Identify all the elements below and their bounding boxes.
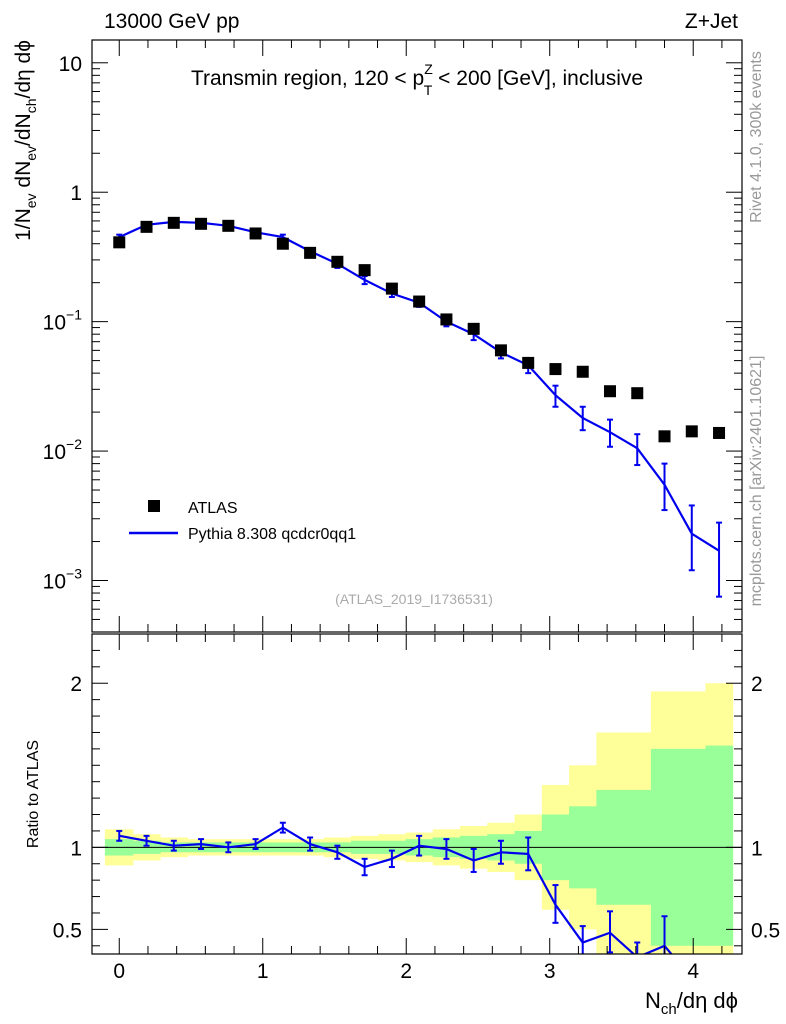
legend-atlas-label: ATLAS <box>188 500 238 517</box>
main-y-tick-base: 10 <box>59 53 82 76</box>
atlas-point <box>576 365 589 378</box>
xlabel-part-1: ch <box>661 1001 677 1018</box>
ratio-x-tick-label: 4 <box>687 960 699 983</box>
atlas-point <box>713 426 726 439</box>
main-y-axis-label: 1/Nev dNev/dNch/dη dϕ <box>12 40 39 241</box>
main-y-tick-label: 10−2 <box>43 436 83 464</box>
energy-label: 13000 GeV pp <box>104 10 239 33</box>
ratio-y-tick-label-right: 1 <box>751 837 763 860</box>
title-part-pre: Transmin region, 120 < p <box>191 67 424 90</box>
atlas-point <box>276 237 289 250</box>
atlas-point <box>249 227 262 240</box>
ratio-y-tick-label-left: 2 <box>70 673 82 696</box>
legend: ATLAS Pythia 8.308 qcdcr0qq1 <box>129 500 356 543</box>
atlas-point <box>304 246 317 259</box>
atlas-point <box>658 430 671 443</box>
atlas-point <box>631 387 644 400</box>
ratio-x-tick-label: 0 <box>113 960 125 983</box>
ratio-y-tick-label-left: 1 <box>70 837 82 860</box>
analysis-watermark: (ATLAS_2019_I1736531) <box>335 591 493 607</box>
title-part-sub: T <box>424 82 433 98</box>
atlas-point <box>494 344 507 357</box>
main-frame <box>91 39 743 633</box>
ratio-band-inner <box>705 745 734 946</box>
main-y-tick-exponent: −2 <box>66 436 82 452</box>
main-y-tick-base: 10 <box>43 570 66 593</box>
xlabel-part-2: /dη dϕ <box>677 988 738 1013</box>
main-y-tick-base: 1 <box>70 182 82 205</box>
ylabel-part-3: ev <box>23 146 39 161</box>
title-part-post: < 200 [GeV], inclusive <box>432 67 643 90</box>
main-y-tick-base: 10 <box>43 441 66 464</box>
ratio-x-tick-label: 1 <box>257 960 269 983</box>
ratio-y-tick-label-right: 0.5 <box>751 919 780 942</box>
main-y-tick-label: 10 <box>59 53 82 76</box>
ratio-y-axis-label: Ratio to ATLAS <box>25 740 42 848</box>
x-axis-label: Nch/dη dϕ <box>645 988 738 1018</box>
atlas-point <box>413 295 426 308</box>
ratio-panel: 0 1 2 3 4 0.5 0.5 1 1 2 2 Ratio to ATLAS <box>25 633 780 983</box>
rivet-label: Rivet 4.1.0, 300k events <box>748 51 765 223</box>
atlas-point <box>440 313 453 326</box>
ratio-y-tick-label-left: 0.5 <box>53 919 82 942</box>
atlas-point <box>467 322 480 335</box>
xlabel-part-0: N <box>645 988 661 1013</box>
ylabel-part-6: /dη dϕ <box>12 40 35 98</box>
ylabel-part-4: /dN <box>12 113 35 146</box>
main-y-tick-label: 10−1 <box>43 307 83 335</box>
atlas-point <box>222 219 235 232</box>
atlas-point <box>331 255 344 268</box>
main-title: Transmin region, 120 < pZ T < 200 [GeV], … <box>191 61 643 98</box>
ylabel-part-0: 1/N <box>12 208 35 241</box>
legend-mc-label: Pythia 8.308 qcdcr0qq1 <box>188 526 356 543</box>
atlas-point <box>603 385 616 398</box>
main-y-tick-label: 1 <box>70 182 82 205</box>
atlas-point <box>358 264 371 277</box>
legend-atlas-marker <box>148 500 160 512</box>
atlas-point <box>140 220 153 233</box>
main-y-tick-label: 10−3 <box>43 565 83 593</box>
atlas-point <box>385 282 398 295</box>
atlas-point <box>195 217 208 230</box>
ratio-x-tick-label: 3 <box>544 960 556 983</box>
main-y-tick-exponent: −1 <box>66 307 82 323</box>
atlas-point <box>167 216 180 229</box>
ylabel-part-1: ev <box>23 193 39 208</box>
atlas-point <box>549 363 562 376</box>
title-part-sup: Z <box>424 61 433 77</box>
ratio-frame <box>91 633 743 955</box>
atlas-point <box>113 236 126 249</box>
ratio-y-tick-label-right: 2 <box>751 673 763 696</box>
mcplots-label: mcplots.cern.ch [arXiv:2401.10621] <box>748 356 765 607</box>
main-y-tick-exponent: −3 <box>66 565 82 581</box>
ylabel-part-2: dN <box>12 161 35 194</box>
ylabel-part-5: ch <box>23 98 39 113</box>
atlas-point <box>522 356 535 369</box>
main-y-tick-base: 10 <box>43 312 66 335</box>
process-label: Z+Jet <box>685 10 738 33</box>
atlas-point <box>685 425 698 438</box>
ratio-x-tick-label: 2 <box>400 960 412 983</box>
